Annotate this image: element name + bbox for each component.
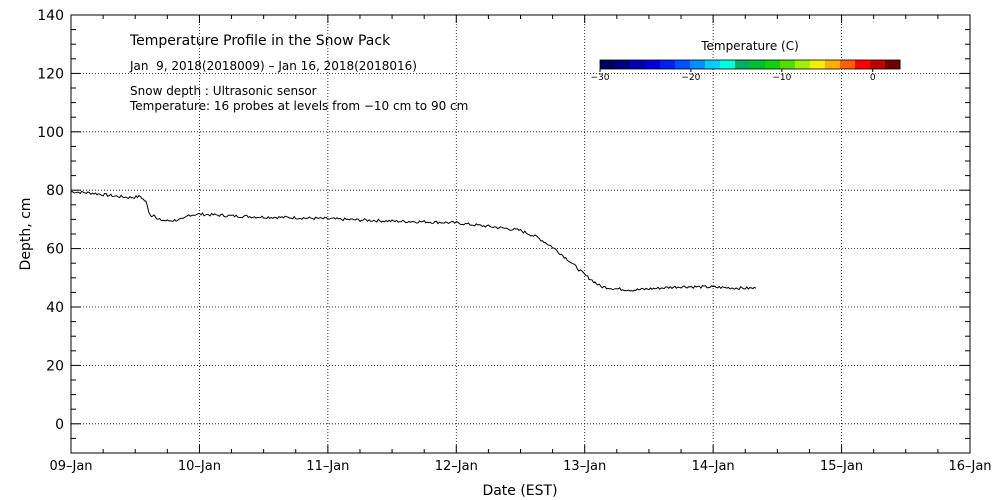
x-tick-label: 11–Jan — [306, 459, 349, 474]
y-tick-label: 140 — [37, 8, 64, 24]
colorbar-tick-label: −20 — [681, 73, 700, 83]
chart-subtitle: Jan 9, 2018(2018009) – Jan 16, 2018(2018… — [129, 59, 417, 73]
colorbar-segment — [870, 60, 886, 69]
colorbar-tick-label: −30 — [591, 73, 610, 83]
colorbar-segment — [690, 60, 706, 69]
y-tick-label: 60 — [46, 242, 64, 258]
x-tick-label: 14–Jan — [692, 459, 735, 474]
colorbar-segment — [675, 60, 691, 69]
colorbar-frame — [599, 59, 901, 70]
x-tick-label: 16–Jan — [948, 459, 991, 474]
colorbar-segment — [615, 60, 631, 69]
colorbar-segment — [810, 60, 826, 69]
colorbar-segment — [825, 60, 841, 69]
plot-frame — [70, 14, 971, 454]
colorbar-tick-label: 0 — [870, 73, 876, 83]
colorbar-segment — [750, 60, 766, 69]
colorbar-segment — [795, 60, 811, 69]
colorbar-segment — [780, 60, 796, 69]
grid-lines — [71, 15, 970, 453]
colorbar-segment — [720, 60, 736, 69]
x-tick-label: 10–Jan — [178, 459, 221, 474]
colorbar-segment — [660, 60, 676, 69]
y-tick-label: 120 — [37, 66, 64, 82]
chart-title: Temperature Profile in the Snow Pack — [129, 33, 391, 49]
x-tick-label: 13–Jan — [563, 459, 606, 474]
annotation-snow-depth: Snow depth : Ultrasonic sensor — [130, 84, 317, 98]
colorbar-segment — [840, 60, 856, 69]
y-tick-label: 100 — [37, 125, 64, 141]
colorbar-title: Temperature (C) — [700, 39, 799, 53]
x-tick-label: 09–Jan — [49, 459, 92, 474]
x-axis-label: Date (EST) — [482, 483, 557, 499]
x-tick-labels: 09–Jan 10–Jan 11–Jan 12–Jan 13–Jan 14–Jan 15–J… — [49, 459, 991, 474]
colorbar-segment — [735, 60, 751, 69]
colorbar-segment — [645, 60, 661, 69]
annotation-temperature: Temperature: 16 probes at levels from −1… — [129, 99, 468, 113]
colorbar-tick-label: −10 — [772, 73, 791, 83]
colorbar-segment — [765, 60, 781, 69]
colorbar-segment — [855, 60, 871, 69]
colorbar-segment — [600, 60, 616, 69]
y-tick-labels: 0 20 40 60 80 100 120 140 — [37, 8, 64, 433]
x-tick-label: 12–Jan — [435, 459, 478, 474]
y-tick-label: 0 — [55, 417, 64, 433]
x-tick-label: 15–Jan — [820, 459, 863, 474]
y-axis-label: Depth, cm — [18, 198, 34, 271]
snow-depth-series-line — [70, 190, 757, 292]
axis-ticks — [70, 14, 971, 454]
colorbar-segment — [885, 60, 901, 69]
y-tick-label: 20 — [46, 358, 64, 374]
y-tick-label: 40 — [46, 300, 64, 316]
colorbar-segment — [630, 60, 646, 69]
y-tick-label: 80 — [46, 183, 64, 199]
colorbar-tick-labels: −30 −20 −10 0 — [591, 69, 876, 83]
colorbar-segment — [705, 60, 721, 69]
temperature-colorbar — [599, 59, 901, 70]
